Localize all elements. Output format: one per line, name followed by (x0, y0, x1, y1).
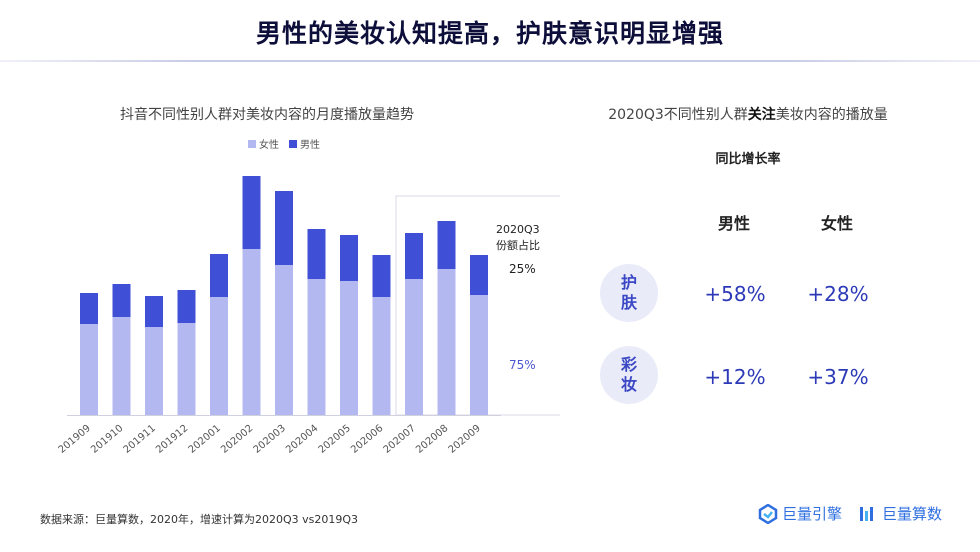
right-panel-title: 2020Q3不同性别人群关注美妆内容的播放量 (578, 104, 918, 124)
x-tick-label-202003: 202003 (252, 423, 288, 456)
share-title: 2020Q3 份额占比 (496, 222, 540, 254)
bar-male-201911 (145, 296, 163, 327)
yoy-label: 同比增长率 (715, 152, 781, 167)
bar-male-202003 (275, 191, 293, 265)
highlight-range-box (395, 195, 560, 416)
right-title-post: 美妆内容的播放量 (775, 107, 888, 123)
bar-male-202004 (307, 229, 326, 279)
value-skincare-male: +58% (704, 282, 766, 306)
bar-female-201912 (177, 323, 196, 415)
footnote-source: 数据来源：巨量算数，2020年，增速计算为2020Q3 vs2019Q3 (40, 513, 359, 526)
legend-swatch-male (289, 139, 297, 148)
right-title-pre: 2020Q3不同性别人群 (608, 107, 748, 123)
bar-female-202006 (372, 297, 391, 415)
bar-male-202008 (437, 221, 456, 269)
bar-male-201910 (112, 284, 131, 317)
logo-juliang-suanshu: 巨量算数 (858, 503, 942, 524)
legend-item-male: 男性 (289, 136, 320, 151)
legend-swatch-female (248, 139, 256, 148)
logo-text-juliang-suanshu: 巨量算数 (882, 505, 943, 523)
logo-text-ocean-engine: 巨量引擎 (782, 505, 843, 523)
bar-female-201911 (145, 327, 163, 415)
x-tick-label-202008: 202008 (414, 423, 450, 456)
bar-female-202008 (437, 269, 456, 415)
right-title-bold: 关注 (747, 107, 776, 123)
bar-male-202007 (405, 233, 423, 279)
share-title-line-1: 2020Q3 (496, 223, 540, 236)
share-female-value: 75% (509, 358, 536, 372)
x-tick-label-202005: 202005 (317, 423, 353, 456)
value-skincare-female: +28% (807, 282, 869, 306)
legend-label-male: 男性 (300, 140, 320, 151)
row-badge-skincare: 护 肤 (600, 264, 658, 322)
x-tick-label-202001: 202001 (187, 423, 223, 456)
value-makeup-female: +37% (807, 365, 869, 389)
ocean-engine-logo-icon (758, 503, 778, 524)
x-tick-label-202009: 202009 (447, 423, 483, 456)
x-tick-label-201912: 201912 (154, 423, 190, 456)
bar-male-202001 (210, 254, 228, 297)
x-tick-label-201911: 201911 (122, 423, 158, 456)
bar-female-202004 (307, 279, 326, 415)
bar-male-202002 (242, 176, 261, 249)
x-tick-label-201909: 201909 (57, 423, 93, 456)
x-tick-label-201910: 201910 (89, 423, 125, 456)
bar-female-202001 (210, 297, 228, 415)
bar-female-202002 (242, 249, 261, 415)
logo-ocean-engine: 巨量引擎 (758, 503, 842, 524)
x-tick-label-202002: 202002 (219, 423, 255, 456)
stacked-bar-chart: 2019092019102019112019122020012020022020… (57, 176, 560, 456)
bar-male-202009 (470, 255, 488, 295)
bar-male-202005 (340, 235, 358, 281)
bar-female-202009 (470, 295, 488, 415)
page-title: 男性的美妆认知提高，护肤意识明显增强 (255, 19, 724, 48)
bar-female-202003 (275, 265, 293, 415)
bar-male-202006 (372, 255, 391, 297)
share-male-value: 25% (509, 262, 536, 276)
x-tick-label-202007: 202007 (382, 423, 418, 456)
bar-female-201910 (112, 317, 131, 415)
chart-legend: 女性 男性 (248, 136, 320, 151)
x-tick-label-202006: 202006 (349, 423, 385, 456)
share-title-line-2: 份额占比 (496, 239, 540, 252)
row-badge-makeup: 彩 妆 (600, 346, 658, 404)
value-makeup-male: +12% (704, 365, 766, 389)
bar-female-201909 (80, 324, 98, 415)
chart-title: 抖音不同性别人群对美妆内容的月度播放量趋势 (120, 107, 414, 123)
bar-female-202005 (340, 281, 358, 415)
bar-male-201912 (177, 290, 196, 323)
legend-label-female: 女性 (259, 140, 279, 151)
bar-female-202007 (405, 279, 423, 415)
col-header-male: 男性 (717, 214, 750, 233)
x-tick-label-202004: 202004 (284, 423, 320, 456)
legend-item-female: 女性 (248, 136, 279, 151)
title-divider (0, 60, 980, 62)
juliang-suanshu-logo-icon (860, 506, 873, 521)
bar-male-201909 (80, 293, 98, 324)
col-header-female: 女性 (820, 214, 853, 233)
